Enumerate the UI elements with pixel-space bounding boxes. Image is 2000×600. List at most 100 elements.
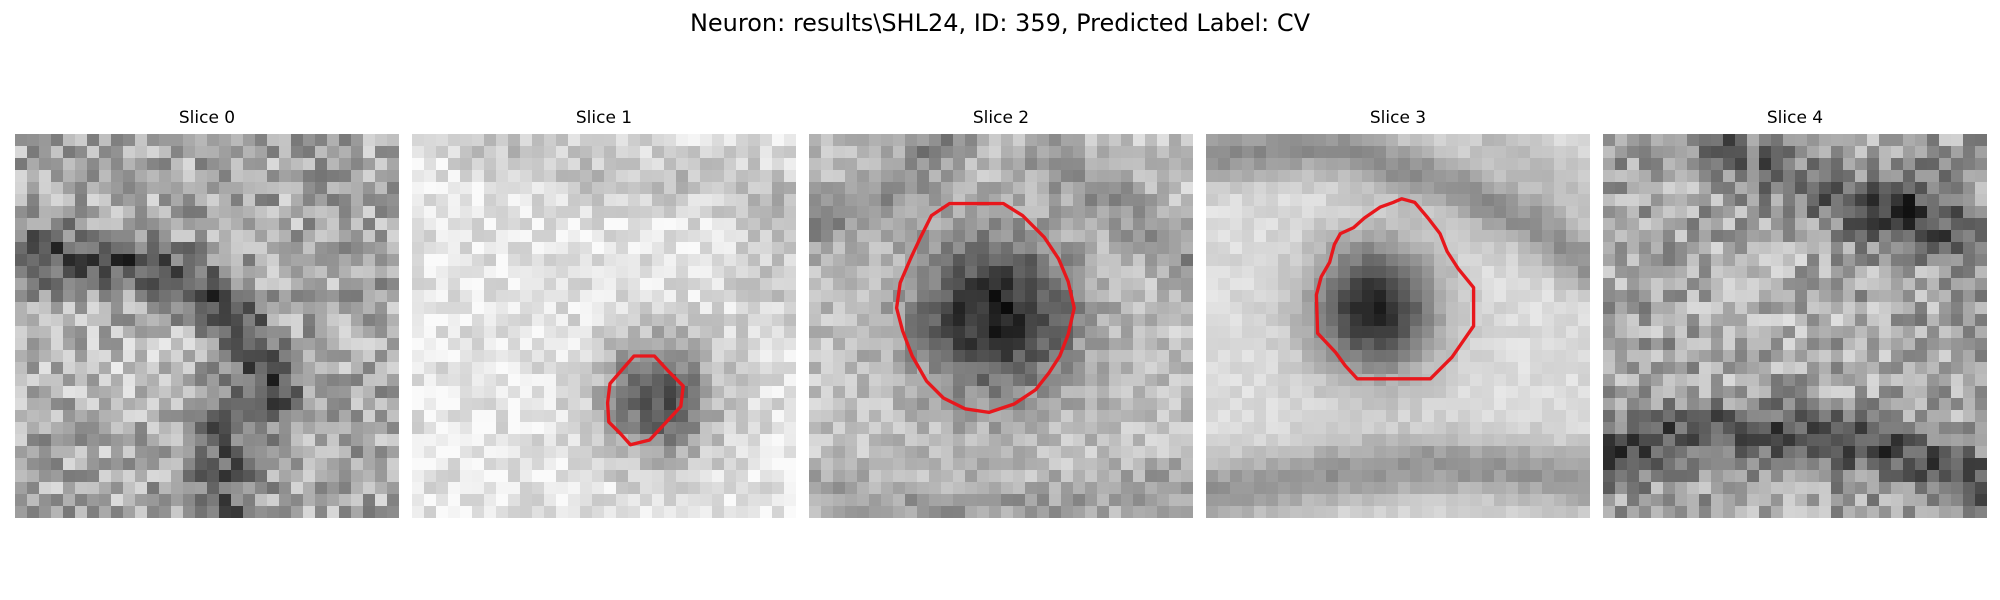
image-pixel bbox=[1157, 134, 1170, 147]
image-pixel bbox=[1073, 230, 1086, 243]
image-pixel bbox=[604, 350, 617, 363]
image-pixel bbox=[1145, 290, 1158, 303]
image-pixel bbox=[1085, 362, 1098, 375]
image-pixel bbox=[520, 410, 533, 423]
image-pixel bbox=[123, 482, 136, 495]
image-pixel bbox=[604, 158, 617, 171]
image-pixel bbox=[1615, 194, 1628, 207]
image-pixel bbox=[159, 338, 172, 351]
image-pixel bbox=[1145, 254, 1158, 267]
image-pixel bbox=[1350, 398, 1363, 411]
image-pixel bbox=[279, 446, 292, 459]
image-pixel bbox=[1242, 242, 1255, 255]
image-pixel bbox=[1025, 362, 1038, 375]
image-pixel bbox=[1434, 206, 1447, 219]
image-pixel bbox=[436, 470, 449, 483]
image-pixel bbox=[869, 194, 882, 207]
image-pixel bbox=[1314, 218, 1327, 231]
image-pixel bbox=[1121, 338, 1134, 351]
image-pixel bbox=[39, 422, 52, 435]
image-pixel bbox=[1807, 458, 1820, 471]
image-pixel bbox=[1181, 446, 1193, 459]
image-pixel bbox=[1302, 386, 1315, 399]
image-pixel bbox=[183, 218, 196, 231]
image-pixel bbox=[1326, 410, 1339, 423]
image-pixel bbox=[183, 482, 196, 495]
image-pixel bbox=[424, 254, 437, 267]
image-pixel bbox=[1663, 158, 1676, 171]
image-pixel bbox=[917, 170, 930, 183]
image-pixel bbox=[123, 350, 136, 363]
image-pixel bbox=[183, 278, 196, 291]
image-pixel bbox=[1699, 266, 1712, 279]
image-pixel bbox=[1891, 206, 1904, 219]
image-pixel bbox=[1326, 482, 1339, 495]
image-pixel bbox=[833, 134, 846, 147]
image-pixel bbox=[748, 374, 761, 387]
image-pixel bbox=[39, 302, 52, 315]
image-pixel bbox=[1422, 482, 1435, 495]
image-pixel bbox=[1230, 194, 1243, 207]
image-pixel bbox=[27, 278, 40, 291]
image-pixel bbox=[1013, 506, 1026, 518]
image-pixel bbox=[508, 242, 521, 255]
image-pixel bbox=[736, 302, 749, 315]
image-pixel bbox=[375, 482, 388, 495]
image-pixel bbox=[484, 458, 497, 471]
image-pixel bbox=[135, 422, 148, 435]
image-pixel bbox=[387, 374, 399, 387]
image-pixel bbox=[1073, 422, 1086, 435]
image-pixel bbox=[748, 386, 761, 399]
image-pixel bbox=[532, 494, 545, 507]
image-pixel bbox=[676, 302, 689, 315]
image-pixel bbox=[821, 458, 834, 471]
image-pixel bbox=[809, 422, 822, 435]
image-pixel bbox=[1927, 398, 1940, 411]
image-pixel bbox=[39, 458, 52, 471]
image-pixel bbox=[484, 470, 497, 483]
image-pixel bbox=[592, 254, 605, 267]
image-pixel bbox=[568, 398, 581, 411]
image-pixel bbox=[1699, 170, 1712, 183]
image-pixel bbox=[604, 470, 617, 483]
image-pixel bbox=[147, 458, 160, 471]
image-pixel bbox=[1049, 374, 1062, 387]
image-pixel bbox=[1651, 146, 1664, 159]
image-pixel bbox=[375, 422, 388, 435]
image-pixel bbox=[1133, 422, 1146, 435]
image-pixel bbox=[1783, 254, 1796, 267]
image-pixel bbox=[1542, 422, 1555, 435]
image-pixel bbox=[1133, 326, 1146, 339]
image-pixel bbox=[1446, 338, 1459, 351]
image-pixel bbox=[1025, 350, 1038, 363]
image-pixel bbox=[1206, 242, 1219, 255]
image-pixel bbox=[1699, 434, 1712, 447]
image-pixel bbox=[1843, 398, 1856, 411]
image-pixel bbox=[1963, 230, 1976, 243]
image-pixel bbox=[1831, 194, 1844, 207]
image-pixel bbox=[809, 182, 822, 195]
image-pixel bbox=[857, 146, 870, 159]
image-pixel bbox=[1843, 338, 1856, 351]
image-pixel bbox=[1578, 482, 1590, 495]
image-pixel bbox=[147, 242, 160, 255]
image-pixel bbox=[1206, 158, 1219, 171]
image-pixel bbox=[267, 350, 280, 363]
image-pixel bbox=[1362, 134, 1375, 147]
image-pixel bbox=[1891, 314, 1904, 327]
image-pixel bbox=[303, 398, 316, 411]
image-pixel bbox=[1807, 134, 1820, 147]
image-pixel bbox=[1963, 326, 1976, 339]
image-pixel bbox=[1759, 350, 1772, 363]
image-pixel bbox=[1410, 230, 1423, 243]
image-pixel bbox=[291, 350, 304, 363]
image-pixel bbox=[1699, 290, 1712, 303]
image-pixel bbox=[845, 470, 858, 483]
image-pixel bbox=[1506, 278, 1519, 291]
image-pixel bbox=[387, 350, 399, 363]
image-pixel bbox=[556, 506, 569, 518]
image-pixel bbox=[1843, 290, 1856, 303]
image-pixel bbox=[1157, 218, 1170, 231]
image-pixel bbox=[448, 302, 461, 315]
image-pixel bbox=[989, 218, 1002, 231]
